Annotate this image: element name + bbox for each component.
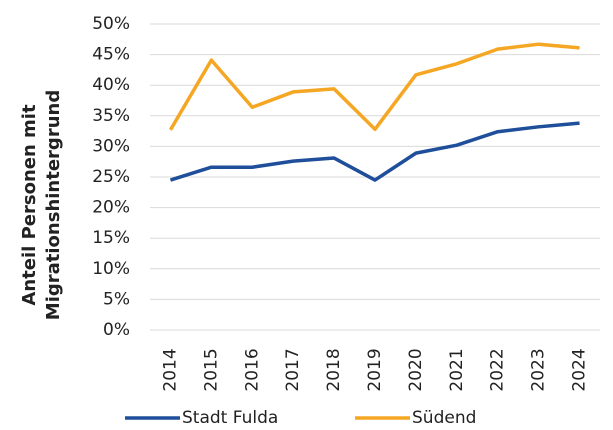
y-tick-label: 5% <box>103 289 130 309</box>
y-tick-label: 25% <box>92 167 130 187</box>
x-tick-label: 2021 <box>447 348 467 391</box>
y-axis-label: Anteil Personen mit <box>19 104 40 306</box>
y-tick-label: 50% <box>92 14 130 34</box>
x-tick-label: 2019 <box>365 348 385 391</box>
y-tick-label: 20% <box>92 198 130 218</box>
x-tick-label: 2018 <box>324 348 344 391</box>
series-line <box>169 121 580 182</box>
y-tick-label: 0% <box>103 320 130 340</box>
y-tick-label: 45% <box>92 45 130 65</box>
x-tick-label: 2022 <box>488 348 508 391</box>
y-tick-label: 15% <box>92 228 130 248</box>
x-tick-label: 2015 <box>201 348 221 391</box>
x-tick-label: 2017 <box>283 348 303 391</box>
x-tick-label: 2023 <box>529 348 549 391</box>
x-tick-label: 2014 <box>160 348 180 391</box>
legend-label: Stadt Fulda <box>182 408 278 428</box>
y-tick-label: 30% <box>92 136 130 156</box>
y-tick-label: 40% <box>92 75 130 95</box>
y-axis-label: Migrationshintergrund <box>43 90 64 320</box>
x-tick-label: 2016 <box>242 348 262 391</box>
y-tick-label: 10% <box>92 259 130 279</box>
series-line <box>168 42 580 132</box>
x-tick-label: 2024 <box>570 348 590 391</box>
legend-label: Südend <box>412 408 476 428</box>
x-tick-label: 2020 <box>406 348 426 391</box>
y-tick-label: 35% <box>92 106 130 126</box>
